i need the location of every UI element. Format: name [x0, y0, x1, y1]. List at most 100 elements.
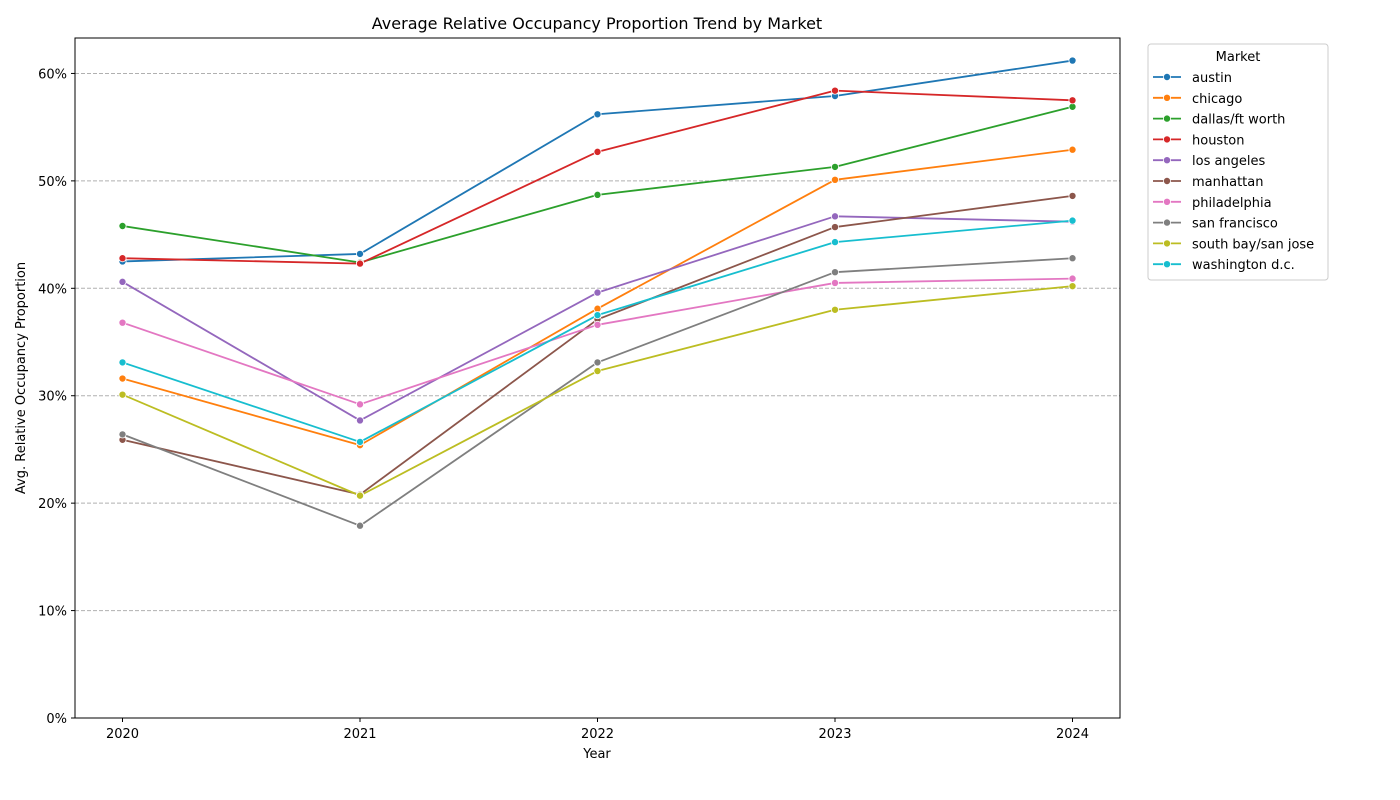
series-line-0	[122, 59, 1073, 263]
y-tick-label: 10%	[38, 605, 67, 620]
legend-label: san francisco	[1192, 217, 1278, 232]
series-line-7	[122, 257, 1073, 527]
series-point	[1068, 282, 1077, 291]
x-tick-label: 2024	[1056, 727, 1089, 742]
legend-swatch-marker	[1163, 73, 1172, 82]
legend-item: san francisco	[1153, 217, 1278, 232]
legend-label: austin	[1192, 71, 1232, 86]
legend-item: south bay/san jose	[1153, 237, 1314, 252]
y-axis: 0% 10% 20% 30% 40% 50% 60%	[38, 67, 75, 727]
series-markers	[118, 56, 1077, 530]
legend-item: los angeles	[1153, 154, 1266, 169]
series-point	[118, 318, 127, 327]
series-line-5	[122, 195, 1073, 496]
series-point	[1068, 216, 1077, 225]
legend-items: austin chicago dallas/ft worth houston los a…	[1153, 71, 1314, 273]
series-point	[593, 288, 602, 297]
x-tick-label: 2022	[581, 727, 614, 742]
series-point	[118, 277, 127, 286]
series-point	[593, 190, 602, 199]
series-point	[118, 358, 127, 367]
x-axis: 2020 2021 2022 2023 2024	[106, 718, 1089, 742]
legend-label: los angeles	[1192, 154, 1266, 169]
y-axis-label: Avg. Relative Occupancy Proportion	[14, 262, 29, 494]
series-point	[355, 521, 364, 530]
series-point	[1068, 145, 1077, 154]
legend-swatch-marker	[1163, 218, 1172, 227]
legend-item: dallas/ft worth	[1153, 113, 1285, 128]
series-point	[593, 358, 602, 367]
legend-swatch-marker	[1163, 197, 1172, 206]
series-point	[355, 259, 364, 268]
series-point	[118, 430, 127, 439]
legend-label: manhattan	[1192, 175, 1263, 190]
series-point	[118, 254, 127, 263]
series-point	[593, 110, 602, 119]
series-point	[355, 249, 364, 258]
series-point	[831, 238, 840, 247]
grid-lines	[75, 72, 1120, 612]
series-point	[831, 223, 840, 232]
series-point	[1068, 254, 1077, 263]
x-axis-label: Year	[582, 747, 611, 762]
series-point	[355, 416, 364, 425]
series-point	[593, 147, 602, 156]
series-point	[355, 491, 364, 500]
legend-label: philadelphia	[1192, 196, 1272, 211]
y-tick-label: 50%	[38, 175, 67, 190]
x-tick-label: 2020	[106, 727, 139, 742]
legend-title: Market	[1216, 50, 1261, 65]
series-point	[118, 390, 127, 399]
series-point	[593, 311, 602, 320]
legend-swatch-marker	[1163, 135, 1172, 144]
legend-item: manhattan	[1153, 175, 1263, 190]
series-point	[593, 367, 602, 376]
series-point	[593, 320, 602, 329]
series-line-2	[122, 105, 1073, 264]
series-point	[118, 374, 127, 383]
y-tick-label: 20%	[38, 497, 67, 512]
y-tick-label: 40%	[38, 282, 67, 297]
y-tick-label: 30%	[38, 390, 67, 405]
series-point	[831, 86, 840, 95]
x-tick-label: 2021	[343, 727, 376, 742]
series-point	[831, 268, 840, 277]
legend-swatch-marker	[1163, 93, 1172, 102]
legend-swatch-marker	[1163, 114, 1172, 123]
series-point	[831, 278, 840, 287]
legend-item: washington d.c.	[1153, 258, 1295, 273]
legend-label: houston	[1192, 133, 1245, 148]
legend-label: dallas/ft worth	[1192, 113, 1285, 128]
legend-swatch-marker	[1163, 239, 1172, 248]
series-point	[355, 437, 364, 446]
series-line-9	[122, 219, 1073, 443]
legend-frame	[1147, 43, 1329, 281]
legend-label: washington d.c.	[1192, 258, 1295, 273]
legend-swatch-marker	[1163, 156, 1172, 165]
legend-item: philadelphia	[1153, 196, 1272, 211]
plot-area-frame	[74, 37, 1121, 719]
series-point	[1068, 274, 1077, 283]
series-point	[831, 305, 840, 314]
x-tick-label: 2023	[818, 727, 851, 742]
series-line-6	[122, 277, 1073, 406]
series-point	[1068, 191, 1077, 200]
y-tick-label: 0%	[46, 712, 67, 727]
legend-item: chicago	[1153, 92, 1242, 107]
series-point	[118, 221, 127, 230]
legend-label: south bay/san jose	[1192, 237, 1314, 252]
series-point	[1068, 96, 1077, 105]
legend-item: austin	[1153, 71, 1232, 86]
series-point	[831, 212, 840, 221]
series-point	[355, 400, 364, 409]
legend-swatch-marker	[1163, 176, 1172, 185]
y-tick-label: 60%	[38, 67, 67, 82]
chart-title: Average Relative Occupancy Proportion Tr…	[372, 14, 822, 33]
legend-swatch-marker	[1163, 260, 1172, 269]
series-point	[831, 162, 840, 171]
series-point	[1068, 56, 1077, 65]
legend-label: chicago	[1192, 92, 1242, 107]
legend-item: houston	[1153, 133, 1245, 148]
series-point	[831, 175, 840, 184]
